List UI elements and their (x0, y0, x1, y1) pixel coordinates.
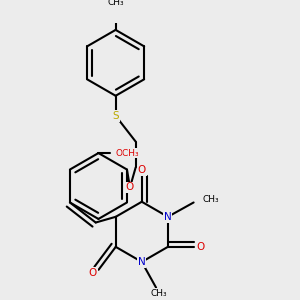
Text: OCH₃: OCH₃ (115, 148, 139, 158)
Text: S: S (112, 111, 119, 121)
Text: O: O (89, 268, 97, 278)
Text: N: N (138, 257, 146, 267)
Text: O: O (197, 242, 205, 252)
Text: CH₃: CH₃ (107, 0, 124, 7)
Text: CH₃: CH₃ (151, 289, 167, 298)
Text: O: O (138, 165, 146, 175)
Text: CH₃: CH₃ (202, 195, 219, 204)
Text: N: N (164, 212, 172, 222)
Text: O: O (126, 182, 134, 192)
